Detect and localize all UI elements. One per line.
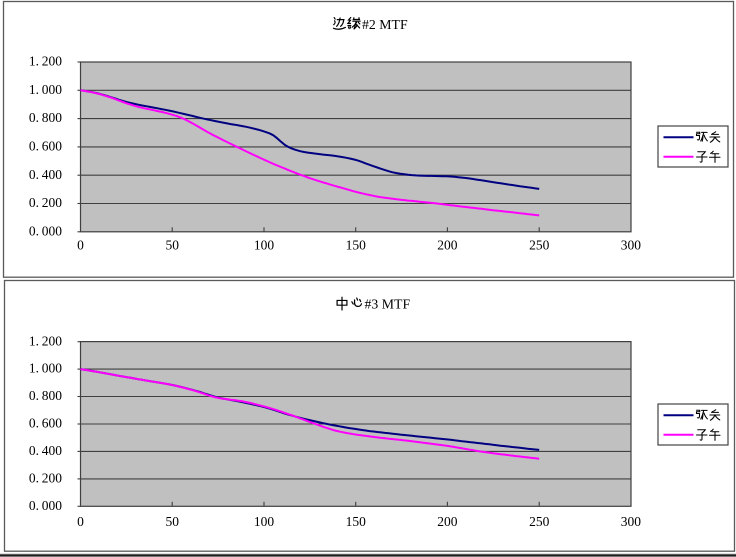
svg-text:250: 250 xyxy=(529,238,550,253)
svg-text:50: 50 xyxy=(165,514,179,529)
svg-text:100: 100 xyxy=(254,514,275,529)
svg-text:300: 300 xyxy=(621,514,642,529)
svg-text:1. 000: 1. 000 xyxy=(29,361,62,376)
svg-text:150: 150 xyxy=(346,514,367,529)
svg-text:0. 200: 0. 200 xyxy=(29,195,62,210)
svg-text:250: 250 xyxy=(529,514,550,529)
svg-text:1. 200: 1. 200 xyxy=(29,54,62,69)
svg-text:0: 0 xyxy=(77,514,84,529)
svg-text:1. 200: 1. 200 xyxy=(29,333,62,348)
svg-text:0. 000: 0. 000 xyxy=(29,498,62,513)
svg-text:0. 600: 0. 600 xyxy=(29,416,62,431)
svg-text:#2 MTF: #2 MTF xyxy=(362,17,408,32)
svg-text:100: 100 xyxy=(254,238,275,253)
svg-text:300: 300 xyxy=(621,238,642,253)
svg-text:0. 800: 0. 800 xyxy=(29,388,62,403)
svg-text:200: 200 xyxy=(437,238,458,253)
svg-text:0. 200: 0. 200 xyxy=(29,470,62,485)
svg-text:0. 800: 0. 800 xyxy=(29,110,62,125)
svg-text:200: 200 xyxy=(437,514,458,529)
svg-text:0. 400: 0. 400 xyxy=(29,167,62,182)
svg-text:50: 50 xyxy=(165,238,179,253)
svg-text:0. 400: 0. 400 xyxy=(29,443,62,458)
svg-text:0. 600: 0. 600 xyxy=(29,138,62,153)
svg-text:1. 000: 1. 000 xyxy=(29,82,62,97)
svg-text:#3 MTF: #3 MTF xyxy=(365,297,411,312)
svg-text:150: 150 xyxy=(346,238,367,253)
svg-text:0. 000: 0. 000 xyxy=(29,223,62,238)
svg-text:0: 0 xyxy=(77,238,84,253)
